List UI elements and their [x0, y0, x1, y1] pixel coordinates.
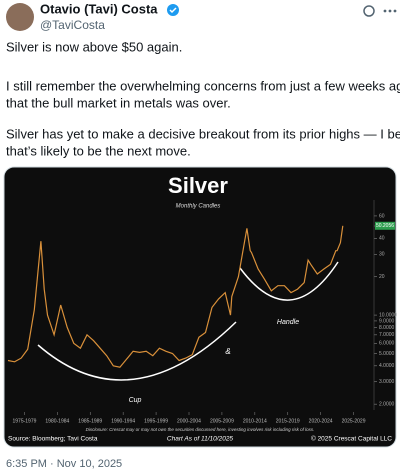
y-tick-label: 3.0000 [379, 379, 395, 385]
cup-curve [37, 321, 237, 381]
y-tick-label: 10.0000 [379, 312, 397, 318]
copyright: © 2025 Crescat Capital LLC [311, 435, 392, 443]
verified-check [169, 7, 177, 14]
price-line [7, 225, 344, 368]
chart-subtitle: Monthly Candles [176, 204, 221, 210]
timestamp[interactable]: 6:35 PM · Nov 10, 2025 [6, 458, 122, 470]
y-tick-label: 30 [379, 252, 385, 258]
y-tick-label: 7.0000 [379, 332, 395, 338]
y-tick-label: 2.0000 [379, 401, 395, 407]
y-tick-label: 60 [379, 213, 385, 219]
disclaimer: Disclosure: Crescat may or may not own t… [86, 427, 315, 432]
chart-image[interactable] [3, 166, 397, 448]
handle[interactable]: @TaviCosta [40, 18, 105, 32]
annotation: & [225, 347, 230, 356]
x-tick-label: 2015-2019 [276, 418, 300, 424]
x-tick-label: 2010-2014 [243, 418, 267, 424]
tweet-line: that the bull market in metals was over. [6, 95, 231, 110]
more-icon[interactable] [383, 9, 397, 13]
date-note: Chart As of 11/10/2025 [167, 436, 234, 443]
chart-title: Silver [168, 173, 228, 198]
handle-curve [239, 261, 339, 301]
price-tag [375, 221, 395, 230]
avatar[interactable] [6, 3, 34, 31]
y-tick-label: 6.0000 [379, 341, 395, 347]
tweet-text: Silver is now above $50 again. I still re… [6, 39, 400, 158]
price-tag-label: 50.2056 [376, 223, 394, 229]
x-tick-label: 1980-1984 [45, 418, 69, 424]
tweet-line: Silver has yet to make a decisive breako… [6, 126, 400, 141]
x-tick-label: 2005-2009 [210, 418, 234, 424]
x-tick-label: 2025-2029 [342, 418, 366, 424]
x-tick-label: 1975-1979 [12, 418, 36, 424]
x-tick-label: 1985-1989 [78, 418, 102, 424]
annotation: Handle [277, 319, 299, 326]
x-tick-label: 1990-1994 [111, 418, 135, 424]
y-tick-label: 20 [379, 274, 385, 280]
grok-icon[interactable] [363, 5, 375, 17]
y-tick-label: 4.0000 [379, 363, 395, 369]
y-tick-label: 40 [379, 236, 385, 242]
tweet-line: I still remember the overwhelming concer… [6, 78, 400, 93]
tweet-line: Silver is now above $50 again. [6, 39, 182, 54]
y-tick-label: 8.0000 [379, 325, 395, 331]
display-name[interactable]: Otavio (Tavi) Costa [40, 1, 158, 16]
tweet-line: that’s likely to be the next move. [6, 143, 191, 158]
y-tick-label: 5.0000 [379, 351, 395, 357]
x-tick-label: 2000-2004 [177, 418, 201, 424]
annotation: Cup [129, 397, 142, 404]
x-tick-label: 1995-1999 [144, 418, 168, 424]
x-tick-label: 2020-2024 [309, 418, 333, 424]
source: Source: Bloomberg; Tavi Costa [8, 436, 98, 443]
y-tick-label: 9.0000 [379, 318, 395, 324]
